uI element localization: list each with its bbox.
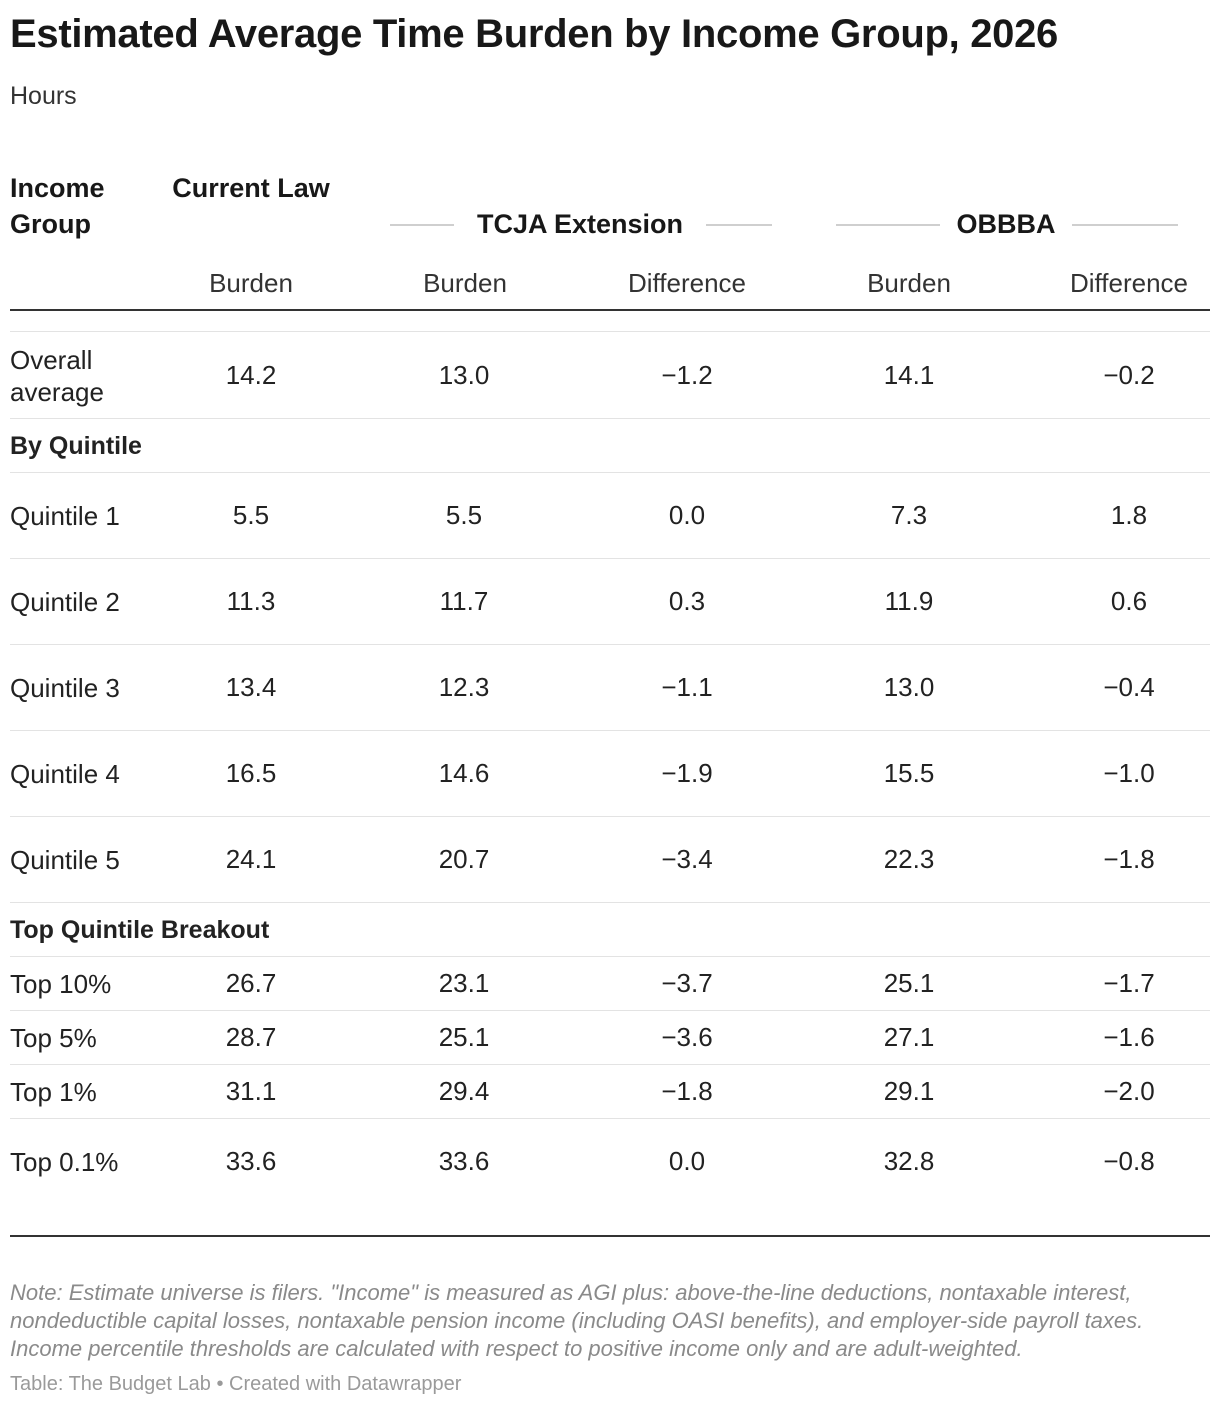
cell-obbba-burden: 13.0 bbox=[883, 672, 935, 702]
cell-tcja-difference: 0.0 bbox=[668, 500, 706, 530]
table-row: Top 1% 31.1 29.4 −1.8 29.1 −2.0 bbox=[10, 1065, 1210, 1119]
section-label: By Quintile bbox=[10, 431, 142, 460]
row-label: Top 1% bbox=[10, 1076, 97, 1107]
header-rule bbox=[10, 309, 1210, 311]
table-top-rule bbox=[10, 331, 1210, 332]
cell-tcja-difference: −1.1 bbox=[661, 672, 713, 702]
cell-obbba-difference: −0.2 bbox=[1103, 360, 1155, 390]
table-row: Quintile 2 11.3 11.7 0.3 11.9 0.6 bbox=[10, 559, 1210, 645]
cell-obbba-difference: −1.6 bbox=[1103, 1022, 1155, 1052]
cell-tcja-burden: 11.7 bbox=[439, 586, 489, 616]
cell-obbba-burden: 14.1 bbox=[883, 360, 935, 390]
cell-tcja-burden: 25.1 bbox=[438, 1022, 490, 1052]
cell-tcja-burden: 5.5 bbox=[445, 500, 483, 530]
cell-obbba-difference: −0.4 bbox=[1103, 672, 1155, 702]
row-label: Quintile 1 bbox=[10, 500, 120, 531]
cell-obbba-burden: 27.1 bbox=[883, 1022, 935, 1052]
cell-tcja-burden: 33.6 bbox=[438, 1146, 490, 1176]
cell-obbba-burden: 7.3 bbox=[890, 500, 928, 530]
cell-tcja-burden: 13.0 bbox=[438, 360, 490, 390]
cell-tcja-difference: −3.4 bbox=[661, 844, 713, 874]
cell-current-law-burden: 24.1 bbox=[225, 844, 277, 874]
cell-current-law-burden: 16.5 bbox=[225, 758, 277, 788]
subheader-tcja-burden: Burden bbox=[423, 268, 507, 298]
cell-current-law-burden: 26.7 bbox=[225, 968, 277, 998]
column-header-income-group: Income Group bbox=[10, 173, 105, 239]
cell-obbba-burden: 32.8 bbox=[883, 1146, 935, 1176]
cell-tcja-burden: 20.7 bbox=[438, 844, 490, 874]
table-row: Quintile 1 5.5 5.5 0.0 7.3 1.8 bbox=[10, 473, 1210, 559]
cell-tcja-difference: −1.9 bbox=[661, 758, 713, 788]
obbba-group-line-right bbox=[1072, 224, 1178, 226]
cell-tcja-burden: 14.6 bbox=[438, 758, 490, 788]
cell-tcja-burden: 29.4 bbox=[438, 1076, 490, 1106]
cell-obbba-burden: 15.5 bbox=[883, 758, 935, 788]
cell-tcja-burden: 23.1 bbox=[438, 968, 490, 998]
row-label: Top 10% bbox=[10, 968, 112, 999]
table-row: Top 5% 28.7 25.1 −3.6 27.1 −1.6 bbox=[10, 1011, 1210, 1065]
table-row: Quintile 5 24.1 20.7 −3.4 22.3 −1.8 bbox=[10, 817, 1210, 903]
row-label: Quintile 2 bbox=[10, 586, 120, 617]
cell-obbba-difference: 0.6 bbox=[1110, 586, 1148, 616]
table-bottom-rule bbox=[10, 1235, 1210, 1237]
cell-obbba-difference: 1.8 bbox=[1110, 500, 1148, 530]
cell-obbba-burden: 11.9 bbox=[884, 586, 934, 616]
table-source: Table: The Budget Lab • Created with Dat… bbox=[10, 1373, 462, 1395]
cell-current-law-burden: 14.2 bbox=[225, 360, 277, 390]
row-label: Quintile 4 bbox=[10, 758, 120, 789]
cell-tcja-difference: −1.8 bbox=[661, 1076, 713, 1106]
cell-obbba-burden: 25.1 bbox=[883, 968, 935, 998]
cell-tcja-burden: 12.3 bbox=[438, 672, 490, 702]
column-group-tcja-extension: TCJA Extension bbox=[476, 209, 684, 239]
cell-tcja-difference: −3.6 bbox=[661, 1022, 713, 1052]
subheader-current-law-burden: Burden bbox=[209, 268, 293, 298]
table-row: Top 10% 26.7 23.1 −3.7 25.1 −1.7 bbox=[10, 957, 1210, 1011]
table-row: Overall average 14.2 13.0 −1.2 14.1 −0.2 bbox=[10, 333, 1210, 419]
table-row: Quintile 3 13.4 12.3 −1.1 13.0 −0.4 bbox=[10, 645, 1210, 731]
row-label: Top 0.1% bbox=[10, 1146, 119, 1177]
column-header-current-law: Current Law bbox=[172, 173, 330, 203]
row-label: Quintile 5 bbox=[10, 844, 120, 875]
table-section-row: Top Quintile Breakout bbox=[10, 903, 1210, 957]
column-group-obbba: OBBBA bbox=[956, 209, 1056, 239]
subheader-obbba-burden: Burden bbox=[867, 268, 951, 298]
cell-tcja-difference: −3.7 bbox=[661, 968, 713, 998]
cell-current-law-burden: 13.4 bbox=[225, 672, 277, 702]
cell-obbba-burden: 22.3 bbox=[883, 844, 935, 874]
page-subtitle: Hours bbox=[10, 82, 77, 110]
table-note: Note: Estimate universe is filers. "Inco… bbox=[10, 1280, 1144, 1361]
cell-obbba-difference: −1.0 bbox=[1103, 758, 1155, 788]
row-label: Top 5% bbox=[10, 1022, 97, 1053]
cell-tcja-difference: 0.0 bbox=[668, 1146, 706, 1176]
cell-obbba-difference: −2.0 bbox=[1103, 1076, 1155, 1106]
cell-current-law-burden: 11.3 bbox=[226, 586, 276, 616]
table-section-row: By Quintile bbox=[10, 419, 1210, 473]
subheader-tcja-difference: Difference bbox=[627, 268, 747, 298]
cell-current-law-burden: 28.7 bbox=[225, 1022, 277, 1052]
cell-obbba-burden: 29.1 bbox=[883, 1076, 935, 1106]
subheader-obbba-difference: Difference bbox=[1069, 268, 1189, 298]
cell-tcja-difference: 0.3 bbox=[668, 586, 706, 616]
cell-tcja-difference: −1.2 bbox=[661, 360, 713, 390]
row-label: Overall average bbox=[10, 344, 104, 407]
tcja-group-line-right bbox=[706, 224, 772, 226]
cell-obbba-difference: −1.8 bbox=[1103, 844, 1155, 874]
cell-current-law-burden: 31.1 bbox=[225, 1076, 277, 1106]
tcja-group-line-left bbox=[390, 224, 454, 226]
cell-obbba-difference: −0.8 bbox=[1103, 1146, 1155, 1176]
section-label: Top Quintile Breakout bbox=[10, 915, 270, 944]
page-title: Estimated Average Time Burden by Income … bbox=[10, 12, 1059, 56]
row-label: Quintile 3 bbox=[10, 672, 120, 703]
cell-current-law-burden: 33.6 bbox=[225, 1146, 277, 1176]
table-row: Quintile 4 16.5 14.6 −1.9 15.5 −1.0 bbox=[10, 731, 1210, 817]
cell-current-law-burden: 5.5 bbox=[232, 500, 270, 530]
cell-obbba-difference: −1.7 bbox=[1103, 968, 1155, 998]
obbba-group-line-left bbox=[836, 224, 940, 226]
table-row: Top 0.1% 33.6 33.6 0.0 32.8 −0.8 bbox=[10, 1119, 1210, 1204]
